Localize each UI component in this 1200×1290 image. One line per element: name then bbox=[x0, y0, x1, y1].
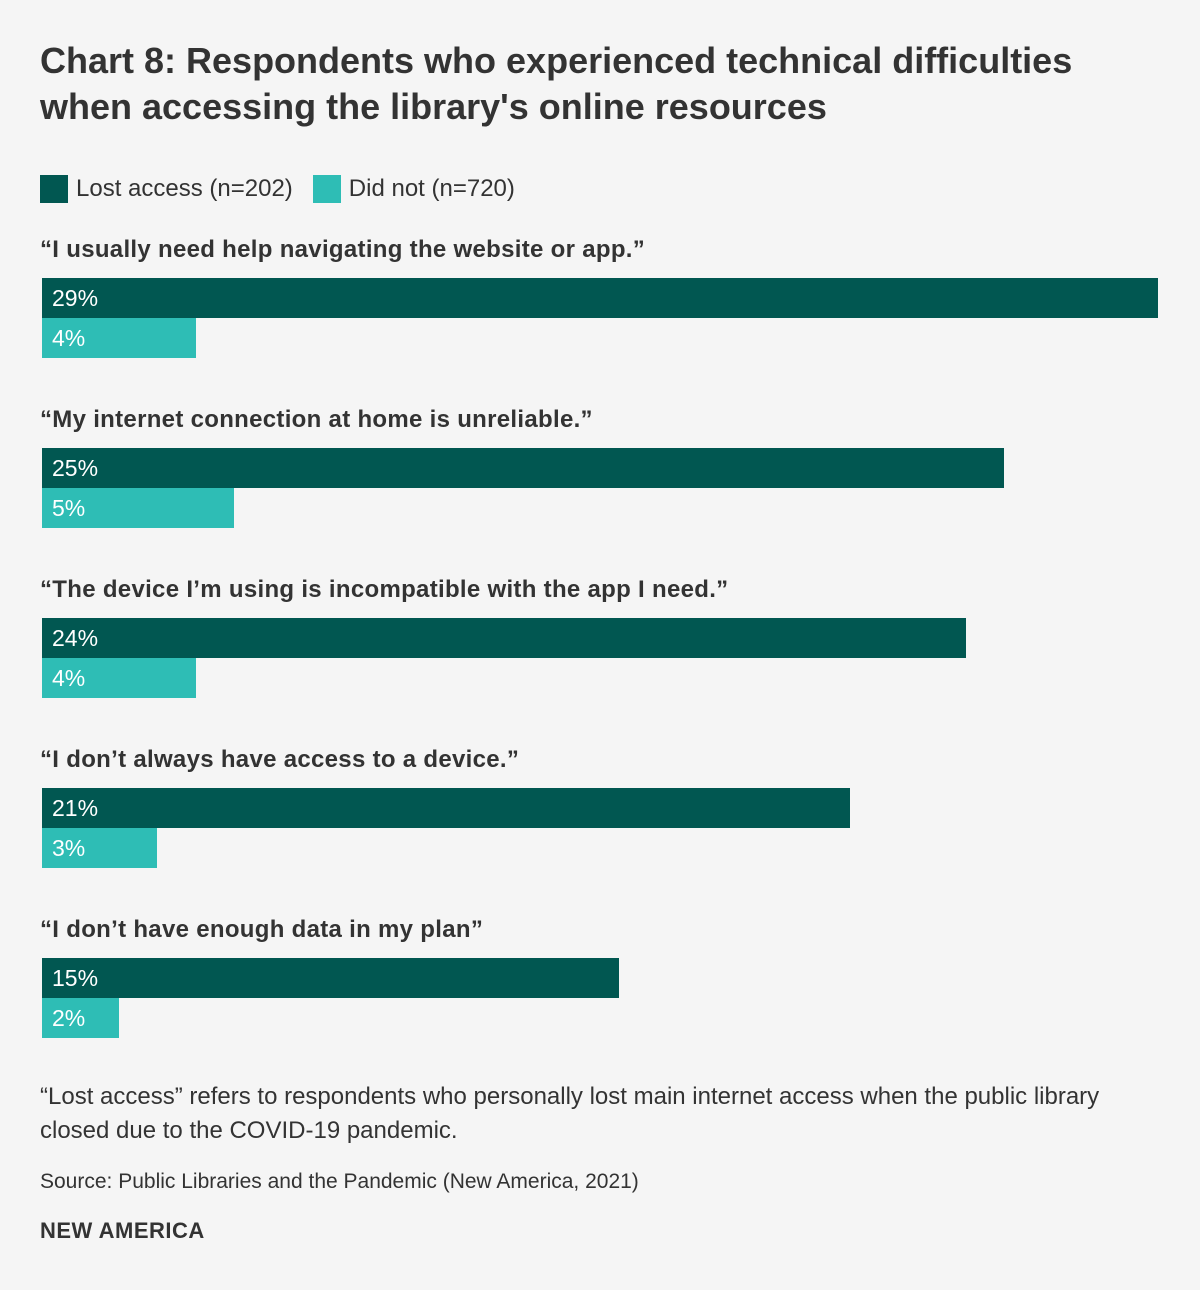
bar-value-label: 5% bbox=[52, 495, 86, 521]
legend-swatch-lost-access bbox=[40, 175, 68, 203]
bar-lost-access: 29% bbox=[42, 278, 1158, 318]
category-group: “I don’t always have access to a device.… bbox=[40, 740, 1160, 870]
legend: Lost access (n=202) Did not (n=720) bbox=[40, 172, 535, 206]
bar-did-not: 3% bbox=[42, 828, 157, 868]
category-label: “I don’t have enough data in my plan” bbox=[40, 916, 484, 943]
bar-value-label: 4% bbox=[52, 665, 86, 691]
legend-item-lost-access: Lost access (n=202) bbox=[40, 175, 293, 203]
category-group: “I usually need help navigating the webs… bbox=[40, 230, 1160, 360]
bar-chart: “I usually need help navigating the webs… bbox=[40, 230, 1160, 1050]
category-label: “The device I’m using is incompatible wi… bbox=[40, 576, 729, 603]
bar-value-label: 15% bbox=[52, 965, 99, 991]
category-group: “I don’t have enough data in my plan” 15%… bbox=[40, 910, 1160, 1040]
legend-swatch-did-not bbox=[312, 175, 341, 203]
bar-value-label: 24% bbox=[52, 625, 99, 651]
bar-did-not: 4% bbox=[42, 658, 196, 698]
bar-value-label: 3% bbox=[52, 835, 86, 861]
bar-lost-access: 24% bbox=[42, 618, 966, 658]
category-group: “My internet connection at home is unrel… bbox=[40, 400, 1160, 530]
chart-note: “Lost access” refers to respondents who … bbox=[40, 1083, 1100, 1144]
bar-value-label: 4% bbox=[52, 325, 86, 351]
category-label: “I don’t always have access to a device.… bbox=[40, 746, 520, 773]
bar-did-not: 4% bbox=[42, 318, 196, 358]
category-group: “The device I’m using is incompatible wi… bbox=[40, 570, 1160, 700]
brand-logo-text: NEW AMERICA bbox=[40, 1218, 205, 1243]
chart-title: Chart 8: Respondents who experienced tec… bbox=[40, 40, 1073, 127]
bar-did-not: 5% bbox=[42, 488, 234, 528]
legend-label-did-not: Did not (n=720) bbox=[348, 175, 515, 202]
bar-value-label: 25% bbox=[52, 455, 99, 481]
bar-lost-access: 21% bbox=[42, 788, 850, 828]
bar-lost-access: 15% bbox=[42, 958, 619, 998]
bar-value-label: 2% bbox=[52, 1005, 86, 1031]
category-label: “I usually need help navigating the webs… bbox=[40, 236, 646, 263]
chart-source: Source: Public Libraries and the Pandemi… bbox=[40, 1170, 639, 1193]
legend-label-lost-access: Lost access (n=202) bbox=[76, 175, 293, 202]
bar-did-not: 2% bbox=[42, 998, 119, 1038]
bar-value-label: 29% bbox=[52, 285, 99, 311]
bar-lost-access: 25% bbox=[42, 448, 1004, 488]
bar-value-label: 21% bbox=[52, 795, 99, 821]
legend-item-did-not: Did not (n=720) bbox=[312, 175, 515, 203]
category-label: “My internet connection at home is unrel… bbox=[40, 406, 593, 433]
